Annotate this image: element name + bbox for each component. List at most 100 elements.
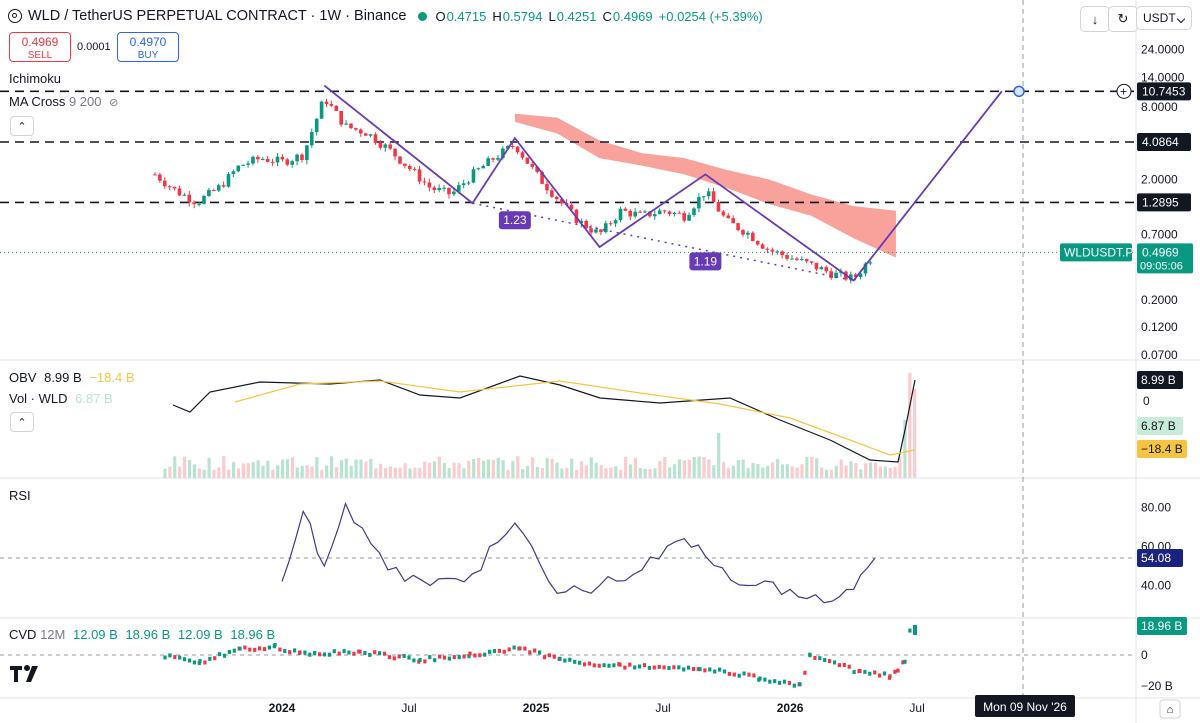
- volume-bar: [383, 467, 388, 478]
- candle-body: [363, 133, 368, 136]
- volume-bar: [452, 462, 456, 478]
- candle-body: [162, 180, 167, 187]
- pattern-ratio-label: 1.19: [694, 254, 718, 268]
- volume-bar: [663, 457, 667, 478]
- cvd-bar: [192, 660, 196, 665]
- cvd-bar: [563, 658, 567, 663]
- candle-body: [662, 210, 667, 212]
- cvd-bar: [837, 663, 841, 668]
- level2-price-tag-bg: [1137, 193, 1191, 212]
- candle-body: [290, 161, 294, 165]
- cvd-bar: [352, 651, 356, 656]
- legend-volume[interactable]: Vol · WLD 6.87 B: [9, 391, 113, 406]
- cvd-bar: [763, 677, 767, 682]
- candle-body: [246, 163, 250, 165]
- candle-body: [726, 215, 731, 219]
- candle-body: [354, 128, 358, 130]
- volume-bar: [555, 462, 559, 478]
- collapse-pane-button[interactable]: ⌃: [10, 412, 34, 432]
- cvd-bar: [792, 683, 796, 688]
- ohlc-open: O0.4715: [435, 8, 487, 24]
- candle-body: [466, 182, 471, 184]
- candle-body: [819, 267, 824, 270]
- cvd-bar: [818, 656, 822, 661]
- download-icon[interactable]: ↓: [1080, 6, 1110, 32]
- volume-bar: [864, 463, 868, 478]
- cvd-bar: [418, 657, 422, 662]
- hidden-eye-icon[interactable]: ⊘: [109, 97, 119, 109]
- candle-body: [275, 156, 280, 163]
- candle-body: [153, 174, 157, 176]
- cvd-bar: [828, 659, 832, 664]
- obv-ma-tag-bg: [1137, 440, 1187, 458]
- candle-body: [319, 101, 324, 119]
- volume-bar: [570, 458, 574, 478]
- legend-ma-cross[interactable]: MA Cross 9 200 ⊘: [9, 94, 119, 109]
- volume-bar: [766, 465, 770, 478]
- volume-bar: [638, 467, 642, 478]
- volume-bar: [717, 433, 721, 478]
- candle-body: [790, 258, 794, 260]
- candle-body: [334, 105, 339, 111]
- price-tick: 0.7000: [1141, 227, 1178, 241]
- vol-tag: 6.87 B: [1141, 419, 1176, 433]
- symbol-title[interactable]: WLD / TetherUS PERPETUAL CONTRACT · 1W ·…: [28, 8, 407, 24]
- candle-body: [207, 189, 211, 196]
- candle-body: [736, 223, 740, 231]
- volume-bar: [854, 463, 858, 478]
- volume-bar: [187, 459, 192, 478]
- cvd-bar: [542, 655, 547, 660]
- volume-bar: [423, 461, 427, 478]
- candle-body: [452, 191, 456, 195]
- legend-rsi[interactable]: RSI: [9, 488, 31, 503]
- sell-button[interactable]: 0.4969 SELL: [9, 32, 71, 62]
- cvd-bar: [691, 667, 696, 672]
- candle-body: [829, 271, 833, 279]
- volume-bar: [334, 467, 339, 478]
- volume-bar: [330, 456, 334, 478]
- cvd-bar: [178, 655, 182, 660]
- candle-body: [417, 169, 422, 182]
- harmonic-pattern-line: [323, 84, 1003, 282]
- volume-bar: [756, 464, 760, 478]
- volume-bar: [888, 468, 892, 478]
- candle-body: [520, 152, 525, 158]
- candle-body: [589, 228, 593, 233]
- candle-body: [535, 166, 539, 173]
- volume-bar: [369, 458, 373, 478]
- legend-ichimoku[interactable]: Ichimoku: [9, 71, 65, 86]
- market-status-icon: [418, 11, 428, 21]
- cvd-bar: [267, 645, 271, 650]
- cvd-bar: [752, 673, 756, 678]
- candle-body: [260, 158, 265, 160]
- candle-body: [383, 144, 388, 148]
- volume-bar: [232, 462, 236, 478]
- cvd-bar: [313, 650, 317, 655]
- volume-bar: [511, 461, 515, 478]
- cvd-bar: [213, 656, 217, 661]
- add-alert-icon[interactable]: [1116, 83, 1132, 99]
- buy-button[interactable]: 0.4970 BUY: [117, 32, 179, 62]
- legend-cvd[interactable]: CVD 12M 12.09 B 18.96 B 12.09 B 18.96 B: [9, 627, 276, 642]
- candle-body: [442, 187, 446, 189]
- pattern-dotted-line: [472, 202, 854, 282]
- volume-bar: [477, 457, 481, 478]
- legend-obv[interactable]: OBV 8.99 B −18.4 B: [9, 370, 135, 385]
- replay-icon[interactable]: ↻: [1108, 6, 1138, 32]
- cvd-bar: [667, 666, 671, 671]
- candle-body: [618, 208, 623, 221]
- currency-selector[interactable]: USDT: [1136, 6, 1192, 30]
- volume-bar: [364, 461, 368, 478]
- cvd-bar: [682, 667, 686, 672]
- candle-body: [721, 211, 726, 216]
- candle-body: [603, 223, 608, 233]
- target-handle-icon[interactable]: [1013, 85, 1025, 98]
- time-settings-icon[interactable]: [1159, 699, 1181, 719]
- cvd-bar: [518, 646, 522, 651]
- volume-bar: [820, 467, 824, 478]
- volume-bar: [741, 459, 745, 478]
- candle-body: [481, 165, 486, 169]
- collapse-legend-button[interactable]: ⌃: [10, 116, 34, 136]
- volume-bar: [281, 459, 285, 478]
